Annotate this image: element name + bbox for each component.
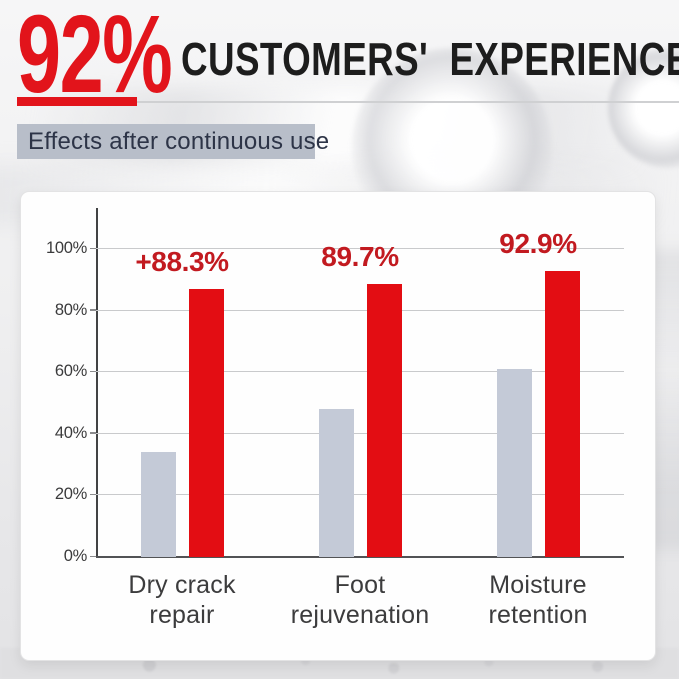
y-tick-mark bbox=[90, 370, 96, 373]
bar-red bbox=[366, 284, 402, 557]
headline-underline bbox=[17, 97, 137, 106]
bar-chart: 0% 20% 40% 60% 80% 100% +88.3% Dry crack repair… bbox=[46, 208, 624, 629]
bar-value-label: +88.3% bbox=[135, 246, 229, 278]
headline-title: CUSTOMERS' EXPERIENCE bbox=[181, 33, 679, 85]
subtitle-badge: Effects after continuous use bbox=[17, 124, 329, 159]
y-tick-label: 40% bbox=[54, 423, 87, 442]
gridline bbox=[96, 248, 624, 249]
y-tick-mark bbox=[90, 432, 96, 434]
y-tick-label: 60% bbox=[54, 362, 87, 381]
y-tick-mark bbox=[90, 493, 96, 496]
bar-gray bbox=[140, 452, 176, 557]
bar-gray bbox=[318, 409, 354, 557]
y-tick-label: 20% bbox=[54, 485, 87, 504]
chart-panel: 0% 20% 40% 60% 80% 100% +88.3% Dry crack repair… bbox=[20, 191, 656, 661]
y-tick-mark bbox=[90, 309, 96, 311]
y-tick-label: 100% bbox=[45, 239, 87, 257]
category-label: Moisture retention bbox=[488, 571, 588, 629]
category-label: Foot rejuvenation bbox=[290, 571, 430, 629]
headline-stat: 92% bbox=[17, 0, 173, 116]
y-axis-line bbox=[96, 208, 98, 557]
y-tick-mark bbox=[90, 555, 96, 557]
y-tick-label: 80% bbox=[54, 300, 87, 319]
bar-value-label: 92.9% bbox=[499, 227, 577, 259]
y-tick-mark bbox=[90, 247, 96, 249]
gridline bbox=[96, 432, 624, 434]
bar-red bbox=[188, 289, 224, 557]
bar-value-label: 89.7% bbox=[321, 241, 399, 273]
bar-gray bbox=[496, 369, 532, 557]
divider-line bbox=[137, 101, 679, 103]
gridline bbox=[96, 494, 624, 496]
x-axis-line bbox=[96, 556, 624, 558]
category-label: Dry crack repair bbox=[128, 571, 236, 629]
y-tick-label: 0% bbox=[63, 547, 88, 565]
gridline bbox=[96, 309, 624, 311]
bar-red bbox=[544, 270, 580, 557]
gridline bbox=[96, 371, 624, 373]
